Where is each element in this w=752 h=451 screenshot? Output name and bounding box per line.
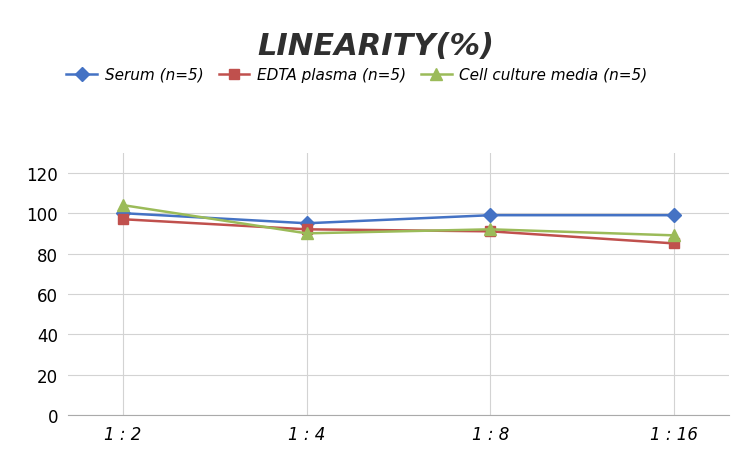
Serum (n=5)	[302, 221, 311, 226]
Cell culture media (n=5)	[118, 203, 127, 208]
Line: Serum (n=5): Serum (n=5)	[118, 209, 679, 229]
EDTA plasma (n=5)	[670, 241, 679, 247]
Serum (n=5)	[670, 213, 679, 218]
Serum (n=5)	[118, 211, 127, 216]
Line: EDTA plasma (n=5): EDTA plasma (n=5)	[118, 215, 679, 249]
Line: Cell culture media (n=5): Cell culture media (n=5)	[117, 199, 681, 242]
EDTA plasma (n=5)	[486, 229, 495, 235]
Cell culture media (n=5)	[302, 231, 311, 236]
Legend: Serum (n=5), EDTA plasma (n=5), Cell culture media (n=5): Serum (n=5), EDTA plasma (n=5), Cell cul…	[60, 62, 653, 89]
Cell culture media (n=5)	[486, 227, 495, 233]
Serum (n=5)	[486, 213, 495, 218]
EDTA plasma (n=5)	[302, 227, 311, 233]
EDTA plasma (n=5)	[118, 217, 127, 222]
Text: LINEARITY(%): LINEARITY(%)	[257, 32, 495, 60]
Cell culture media (n=5)	[670, 233, 679, 239]
